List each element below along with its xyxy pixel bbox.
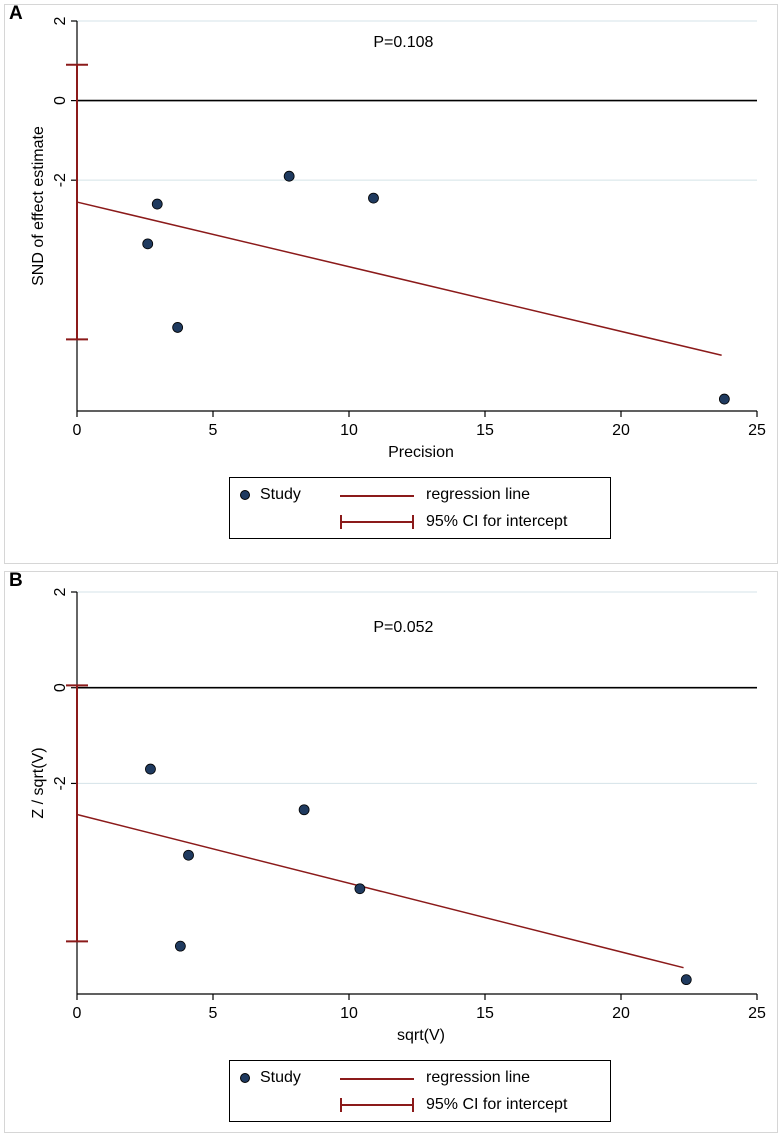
x-tick-label: 0 bbox=[73, 1005, 82, 1022]
legend-regression-label: regression line bbox=[426, 486, 531, 503]
regression-line bbox=[76, 813, 684, 969]
panel-a: A 2 0 -2 0 5 10 15 20 25 Precision SND of effect e… bbox=[4, 3, 778, 564]
ci-swatch bbox=[340, 1104, 414, 1106]
x-axis-title: sqrt(V) bbox=[397, 1027, 445, 1044]
y-tick-label: 2 bbox=[52, 587, 69, 596]
legend-ci-label: 95% CI for intercept bbox=[426, 1096, 568, 1113]
regression-line-swatch bbox=[340, 1078, 414, 1080]
regression-line bbox=[76, 201, 722, 357]
ci-swatch bbox=[340, 521, 414, 523]
study-point bbox=[680, 974, 692, 986]
ci-swatch-cap bbox=[340, 515, 342, 529]
study-point bbox=[151, 198, 163, 210]
legend-regression-label: regression line bbox=[426, 1069, 531, 1086]
y-axis-title: SND of effect estimate bbox=[30, 126, 47, 286]
study-marker-icon bbox=[240, 1073, 250, 1083]
panel-label: B bbox=[9, 570, 23, 591]
study-point bbox=[283, 170, 295, 182]
ci-swatch-cap bbox=[340, 1098, 342, 1112]
y-tick-label: 2 bbox=[52, 16, 69, 25]
x-tick-label: 20 bbox=[612, 1005, 630, 1022]
ci-swatch-cap bbox=[412, 515, 414, 529]
x-tick-label: 15 bbox=[476, 1005, 494, 1022]
study-point bbox=[368, 192, 379, 204]
y-tick-label: -2 bbox=[52, 173, 69, 187]
y-tick-label: 0 bbox=[52, 683, 69, 692]
p-value-annotation: P=0.108 bbox=[373, 34, 433, 51]
study-point bbox=[172, 322, 184, 333]
x-tick-label: 15 bbox=[476, 422, 494, 439]
panel-b: B 2 0 -2 0 5 10 15 20 25 sqrt(V) Z / sqrt(V) P=0.05… bbox=[4, 570, 778, 1133]
x-axis-title: Precision bbox=[388, 444, 454, 461]
x-tick-label: 5 bbox=[209, 422, 218, 439]
legend-study-label: Study bbox=[260, 1069, 301, 1086]
y-tick-label: -2 bbox=[52, 776, 69, 790]
study-point bbox=[354, 883, 366, 895]
x-tick-label: 10 bbox=[340, 422, 358, 439]
legend: Study regression line 95% CI for interce… bbox=[229, 477, 611, 539]
panel-label: A bbox=[9, 3, 23, 24]
x-tick-label: 0 bbox=[73, 422, 82, 439]
study-point bbox=[174, 940, 186, 952]
x-tick-label: 25 bbox=[748, 422, 766, 439]
legend-study-label: Study bbox=[260, 486, 301, 503]
legend: Study regression line 95% CI for interce… bbox=[229, 1060, 611, 1122]
y-axis-title: Z / sqrt(V) bbox=[30, 747, 47, 818]
regression-line-swatch bbox=[340, 495, 414, 497]
study-point bbox=[718, 393, 730, 405]
x-tick-label: 20 bbox=[612, 422, 630, 439]
study-point bbox=[183, 849, 194, 861]
p-value-annotation: P=0.052 bbox=[373, 619, 433, 636]
x-tick-label: 10 bbox=[340, 1005, 358, 1022]
study-marker-icon bbox=[240, 490, 250, 500]
ci-swatch-cap bbox=[412, 1098, 414, 1112]
study-point bbox=[298, 804, 310, 816]
study-point bbox=[145, 763, 156, 775]
legend-ci-label: 95% CI for intercept bbox=[426, 513, 568, 530]
x-tick-label: 25 bbox=[748, 1005, 766, 1022]
study-point bbox=[142, 238, 154, 250]
y-tick-label: 0 bbox=[52, 96, 69, 105]
x-tick-label: 5 bbox=[209, 1005, 218, 1022]
